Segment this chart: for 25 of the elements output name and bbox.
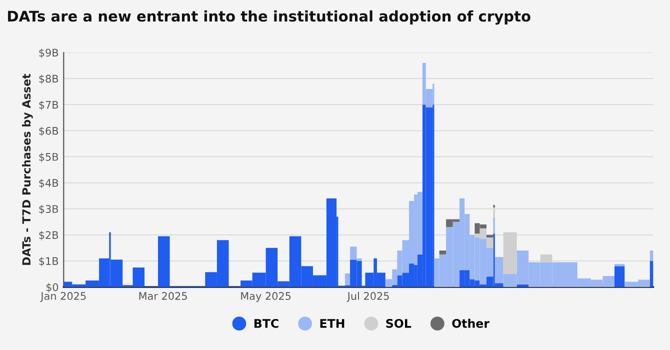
- x-tick-label: Mar 2025: [139, 292, 187, 300]
- bar: [486, 234, 494, 238]
- y-axis-title: DATs - T7D Purchases by Asset: [22, 74, 33, 265]
- y-tick-label: $1B: [39, 256, 58, 266]
- legend-label: SOL: [386, 318, 412, 328]
- y-tick-label: $9B: [39, 48, 58, 58]
- legend-label: BTC: [254, 318, 278, 328]
- y-tick-label: $6B: [39, 126, 58, 136]
- x-tick-label: Jul 2025: [346, 292, 389, 302]
- y-tick-label: $0: [46, 283, 58, 292]
- y-tick-label: $8B: [39, 74, 58, 84]
- legend-label: Other: [452, 318, 490, 328]
- bar: [439, 250, 446, 254]
- y-tick-label: $7B: [39, 100, 58, 110]
- x-tick-label: May 2025: [241, 292, 291, 302]
- y-tick-label: $3B: [39, 204, 58, 214]
- bar: [344, 273, 350, 286]
- chart-title: DATs are a new entrant into the institutional adoption of crypto: [8, 10, 530, 25]
- x-tick-label: Jan 2025: [40, 292, 86, 302]
- bar: [426, 107, 433, 287]
- y-tick-label: $2B: [39, 230, 58, 240]
- bar: [614, 266, 625, 287]
- y-tick-label: $5B: [39, 152, 58, 162]
- legend-label: ETH: [320, 319, 344, 328]
- y-tick-label: $4B: [39, 178, 58, 188]
